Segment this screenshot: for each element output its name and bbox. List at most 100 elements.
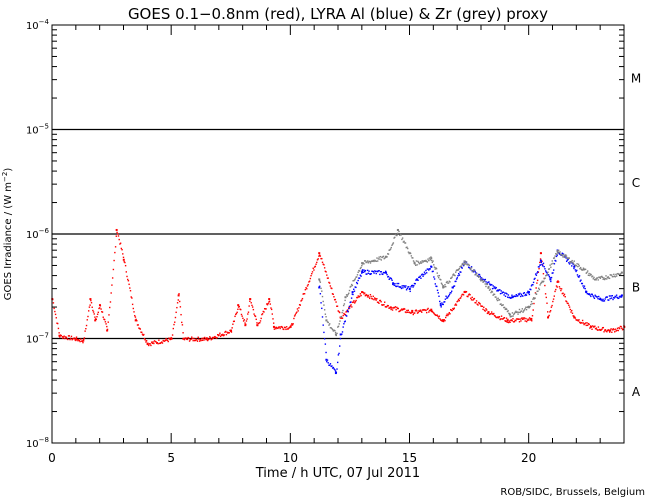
series-dot [433,313,436,315]
series-dot [454,274,456,277]
series-dot [374,270,377,273]
series-dot [513,321,516,323]
series-dot [261,313,263,316]
series-dot [121,249,123,251]
data-point [272,325,275,328]
series-dot [399,286,401,288]
series-dot [615,296,617,298]
data-point [146,342,149,345]
series-dot [589,274,591,277]
series-dot [325,351,327,354]
series-dot [422,275,424,277]
series-dot [512,321,515,323]
series-dot [215,337,217,339]
series-dot [498,299,501,301]
series-dot [363,292,366,294]
series-dot [501,292,503,294]
series-dot [531,283,533,286]
series-dot [531,315,534,317]
series-dot [593,297,596,300]
series-dot [202,337,204,339]
series-dot [488,283,491,285]
series-dot [507,310,509,312]
series-dot [245,320,248,322]
series-dot [488,281,490,283]
series-dot [362,262,364,264]
series-dot [544,270,547,272]
series-dot [291,324,294,326]
series-dot [455,271,457,273]
series-dot [458,272,460,275]
series-dot [71,338,73,341]
series-dot [475,273,477,276]
series-dot [203,339,205,341]
series-dot [428,259,430,262]
series-dot [369,260,371,263]
series-dot [615,330,617,332]
series-dot [341,333,343,335]
series-dot [214,335,216,338]
series-dot [545,271,548,273]
series-dot [166,339,168,341]
series-dot [577,275,579,278]
series-dot [532,309,534,311]
series-dot [615,275,618,277]
series-dot [428,311,430,313]
series-dot [526,291,528,294]
series-dot [164,339,167,342]
series-dot [381,304,384,306]
series-dot [479,275,481,278]
series-dot [313,269,315,271]
series-dot [340,315,343,318]
series-dot [534,277,536,280]
series-dot [498,316,501,318]
series-dot [525,293,527,296]
series-dot [523,318,525,320]
series-dot [563,294,565,297]
series-dot [337,310,339,312]
series-dot [265,308,267,310]
series-dot [469,268,471,270]
series-dot [468,293,471,295]
series-dot [326,360,328,363]
series-dot [441,320,443,322]
series-dot [103,318,106,321]
series-dot [555,288,557,291]
series-dot [260,317,262,320]
y-axis-label-main: GOES Irradiance / (W m [3,182,14,300]
data-point [413,262,416,265]
series-dot [300,300,302,302]
series-dot [345,294,348,296]
series-dot [294,314,297,316]
series-dot [457,300,459,302]
series-dot [378,270,380,272]
series-dot [543,266,545,268]
series-dot [394,283,396,285]
series-dot [283,326,286,329]
series-dot [599,329,602,332]
series-dot [520,317,523,319]
series-dot [348,307,351,309]
series-dot [313,266,316,268]
series-dot [599,328,601,331]
series-dot [439,278,441,281]
series-dot [562,254,565,256]
series-dot [388,278,390,281]
series-dot [176,306,178,309]
series-dot [421,309,424,311]
series-dot [390,308,392,311]
series-dot [508,296,510,299]
series-dot [411,284,414,287]
series-dot [376,257,378,259]
series-dot [505,320,507,323]
series-dot [514,295,516,297]
series-dot [419,275,421,278]
series-dot [241,315,243,317]
series-dot [423,308,425,311]
series-dot [612,298,614,301]
series-dot [301,297,304,300]
series-dot [417,261,420,264]
series-dot [496,298,498,300]
series-dot [110,292,112,294]
series-dot [405,311,407,314]
